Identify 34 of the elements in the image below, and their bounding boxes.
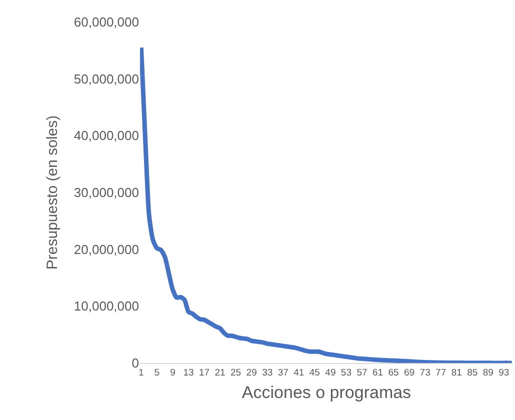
x-tick-label: 53 (340, 368, 352, 379)
x-tick-label: 61 (372, 368, 384, 379)
x-tick-label: 45 (309, 368, 320, 379)
x-tick-label: 29 (246, 368, 257, 379)
x-tick-label: 65 (388, 368, 399, 379)
x-tick-label: 1 (138, 368, 144, 379)
y-axis-title: Presupuesto (en soles) (44, 115, 62, 270)
x-tick-label: 17 (198, 368, 210, 379)
x-tick-label: 13 (183, 368, 194, 379)
y-tick-label: 50,000,000 (74, 71, 139, 86)
x-tick-label: 73 (420, 368, 430, 379)
x-tick-label: 9 (170, 368, 176, 379)
x-tick-label: 49 (325, 368, 336, 379)
x-tick-label: 69 (404, 368, 415, 379)
x-tick-label: 41 (294, 368, 304, 379)
line-series (140, 45, 513, 363)
y-tick-label: 20,000,000 (74, 242, 139, 257)
x-tick-label: 37 (278, 368, 288, 379)
x-tick-label: 25 (230, 368, 242, 379)
y-tick-label: 60,000,000 (74, 14, 139, 30)
x-tick-label: 89 (482, 368, 494, 379)
y-tick-label: 0 (132, 356, 139, 371)
x-tick-label: 57 (356, 368, 368, 379)
x-tick-label: 93 (498, 368, 510, 379)
x-tick-label: 21 (214, 368, 226, 379)
x-tick-label: 33 (262, 368, 273, 379)
y-tick-label: 30,000,000 (74, 185, 139, 200)
x-axis-title: Acciones o programas (242, 382, 412, 402)
x-tick-label: 77 (436, 368, 446, 379)
x-tick-label: 81 (451, 368, 462, 379)
x-tick-label: 5 (154, 368, 160, 379)
y-tick-label: 10,000,000 (74, 298, 139, 314)
y-tick-label: 40,000,000 (74, 128, 139, 144)
x-tick-label: 85 (467, 368, 478, 379)
